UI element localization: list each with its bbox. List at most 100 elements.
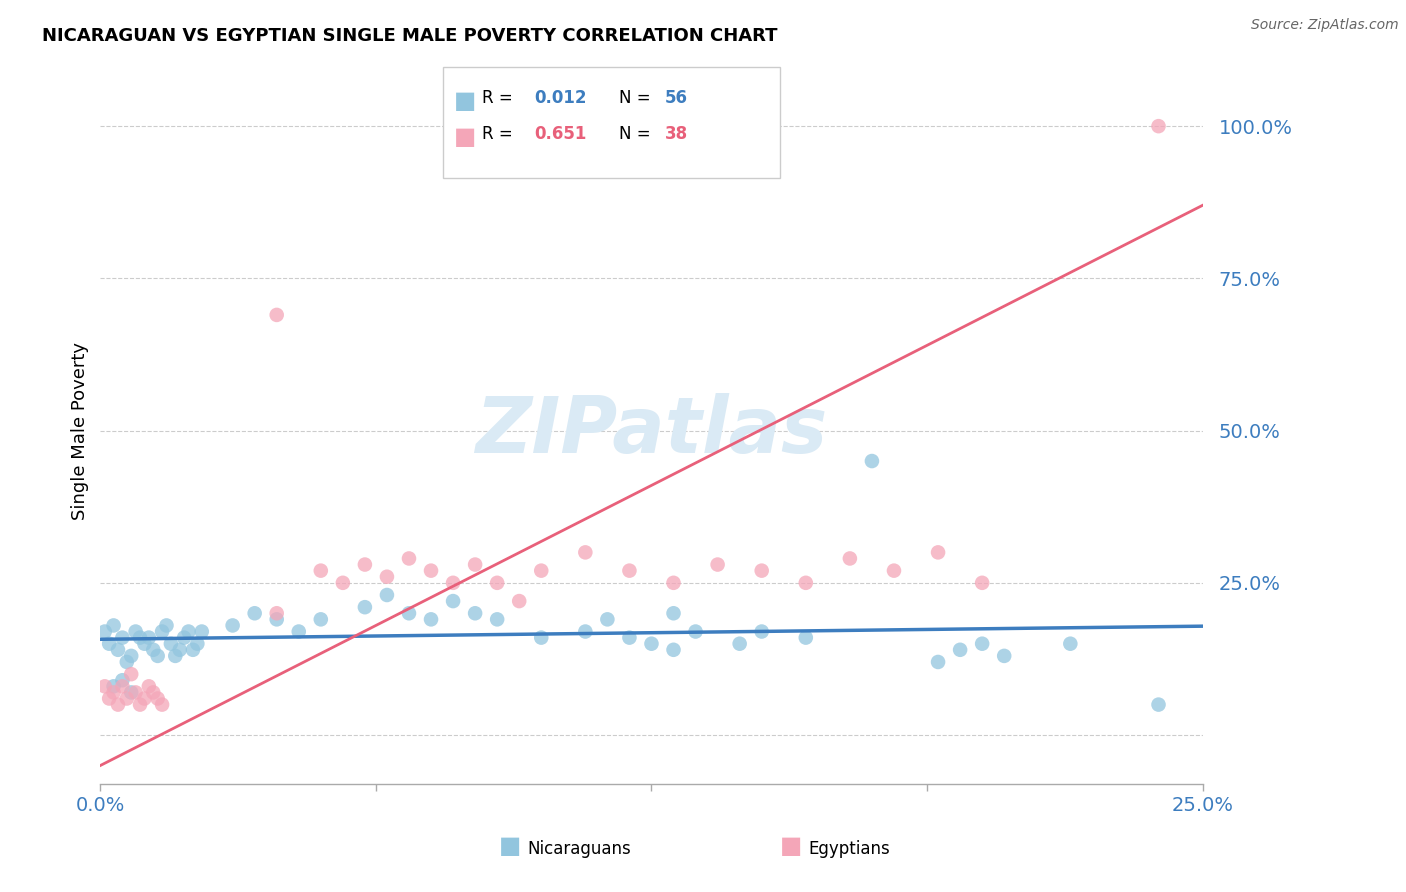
Point — [120, 667, 142, 681]
Point — [486, 575, 509, 590]
Point — [266, 308, 288, 322]
Point — [111, 673, 134, 688]
Point — [794, 575, 817, 590]
Point — [1147, 698, 1170, 712]
Text: Egyptians: Egyptians — [808, 840, 890, 858]
Point — [354, 600, 377, 615]
Point — [111, 631, 134, 645]
Point — [949, 642, 972, 657]
Point — [287, 624, 309, 639]
Point — [662, 575, 685, 590]
Point — [751, 624, 773, 639]
Point — [332, 575, 354, 590]
Text: 38: 38 — [665, 125, 688, 143]
Point — [619, 631, 641, 645]
Point — [115, 655, 138, 669]
Point — [420, 564, 443, 578]
Point — [751, 564, 773, 578]
Point — [142, 685, 165, 699]
Text: ■: ■ — [454, 125, 477, 149]
Text: ■: ■ — [780, 834, 803, 858]
Point — [398, 607, 420, 621]
Point — [706, 558, 728, 572]
Point — [129, 631, 152, 645]
Point — [441, 575, 464, 590]
Point — [927, 655, 949, 669]
Point — [530, 564, 553, 578]
Point — [662, 642, 685, 657]
Point — [107, 698, 129, 712]
Point — [619, 564, 641, 578]
Point — [420, 612, 443, 626]
Point — [574, 545, 596, 559]
Point — [883, 564, 905, 578]
Point — [177, 624, 200, 639]
Point — [309, 564, 332, 578]
Point — [354, 558, 377, 572]
Point — [146, 691, 169, 706]
Point — [94, 679, 117, 693]
Point — [860, 454, 883, 468]
Point — [464, 558, 486, 572]
Point — [98, 691, 121, 706]
Point — [181, 642, 204, 657]
Point — [115, 691, 138, 706]
Point — [120, 685, 142, 699]
Point — [146, 648, 169, 663]
Point — [243, 607, 266, 621]
Point — [927, 545, 949, 559]
Point — [169, 642, 191, 657]
Point — [120, 648, 142, 663]
Point — [103, 685, 125, 699]
Point — [155, 618, 177, 632]
Point — [972, 637, 994, 651]
Point — [134, 691, 156, 706]
Point — [138, 631, 160, 645]
Point — [173, 631, 195, 645]
Text: 0.651: 0.651 — [534, 125, 586, 143]
Text: R =: R = — [482, 89, 519, 107]
Point — [94, 624, 117, 639]
Text: NICARAGUAN VS EGYPTIAN SINGLE MALE POVERTY CORRELATION CHART: NICARAGUAN VS EGYPTIAN SINGLE MALE POVER… — [42, 27, 778, 45]
Point — [150, 698, 173, 712]
Point — [103, 679, 125, 693]
Point — [574, 624, 596, 639]
Text: ■: ■ — [454, 89, 477, 113]
Text: Source: ZipAtlas.com: Source: ZipAtlas.com — [1251, 18, 1399, 32]
Point — [375, 570, 398, 584]
Point — [111, 679, 134, 693]
Point — [1147, 119, 1170, 133]
Point — [596, 612, 619, 626]
Text: ZIPatlas: ZIPatlas — [475, 392, 828, 468]
Text: 0.012: 0.012 — [534, 89, 586, 107]
Point — [972, 575, 994, 590]
Point — [160, 637, 183, 651]
Point — [165, 648, 187, 663]
Text: ■: ■ — [499, 834, 522, 858]
Point — [186, 637, 208, 651]
Point — [838, 551, 860, 566]
Text: R =: R = — [482, 125, 519, 143]
Text: 56: 56 — [665, 89, 688, 107]
Point — [142, 642, 165, 657]
Point — [221, 618, 243, 632]
Point — [1059, 637, 1081, 651]
Point — [398, 551, 420, 566]
Point — [685, 624, 707, 639]
Point — [530, 631, 553, 645]
Point — [640, 637, 662, 651]
Point — [375, 588, 398, 602]
Point — [309, 612, 332, 626]
Point — [486, 612, 509, 626]
Point — [794, 631, 817, 645]
Text: Nicaraguans: Nicaraguans — [527, 840, 631, 858]
Point — [138, 679, 160, 693]
Point — [441, 594, 464, 608]
Point — [129, 698, 152, 712]
Point — [190, 624, 212, 639]
Point — [150, 624, 173, 639]
Point — [993, 648, 1015, 663]
Point — [728, 637, 751, 651]
Text: N =: N = — [619, 89, 655, 107]
Point — [464, 607, 486, 621]
